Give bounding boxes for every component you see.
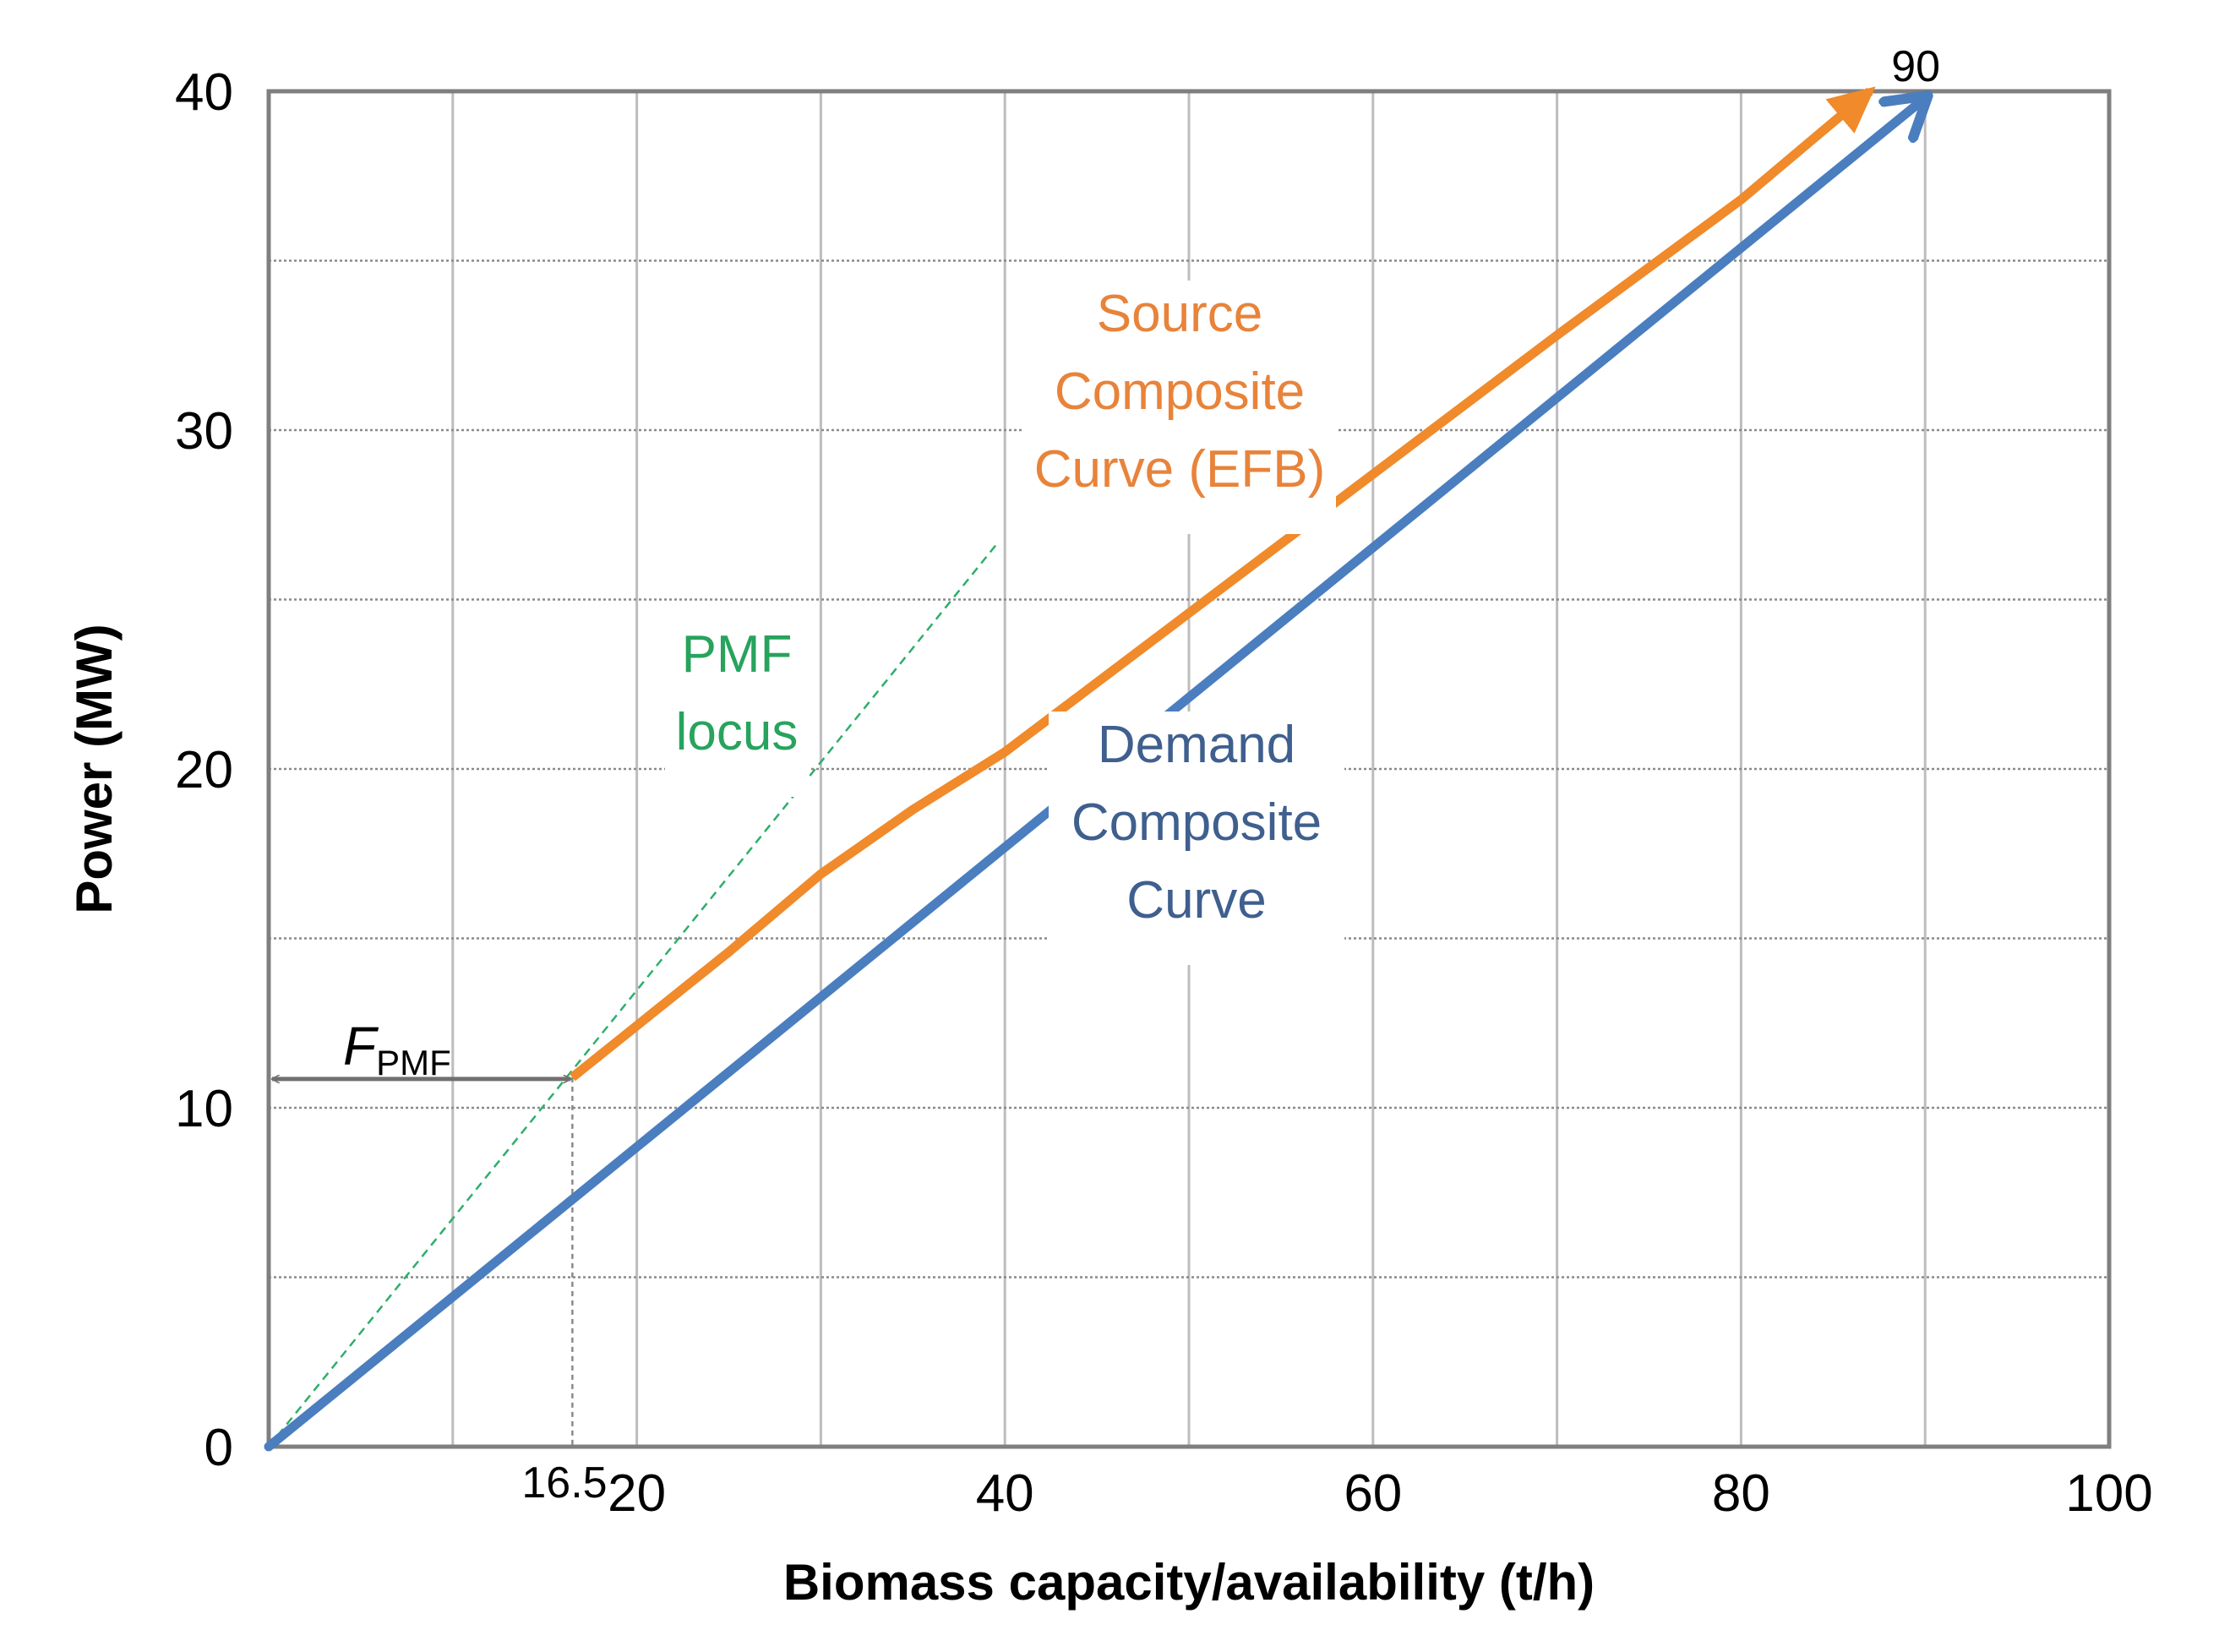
source-curve-label-bg <box>1023 281 1336 534</box>
x-tick-label: 100 <box>2065 1464 2152 1523</box>
plot-frame <box>266 89 2112 1449</box>
source-curve-label-line: Curve (EFB) <box>1034 440 1325 499</box>
y-axis-title: Power (MW) <box>66 624 123 913</box>
y-tick-label: 30 <box>175 402 233 461</box>
pmf-locus-line <box>268 544 997 1448</box>
y-tick-label: 40 <box>175 63 233 122</box>
fpmf-label-sub: PMF <box>376 1043 451 1082</box>
source-curve-label-line: Source <box>1097 285 1262 343</box>
y-tick-label: 0 <box>204 1419 233 1477</box>
x-axis-title: Biomass capacity/availability (t/h) <box>783 1554 1595 1611</box>
pmf-locus-label-bg <box>665 621 809 797</box>
pmf-x-value-label: 16.5 <box>521 1458 607 1508</box>
demand-curve-label-line: Composite <box>1071 793 1322 852</box>
demand-curve-label-bg <box>1049 712 1344 965</box>
pmf-locus-label-line: locus <box>676 703 799 761</box>
x-tick-label: 40 <box>976 1464 1034 1523</box>
source-composite-curve <box>569 86 1876 1082</box>
pmf-locus-label-line: PMF <box>682 625 793 684</box>
y-tick-label: 20 <box>175 741 233 799</box>
x-tick-label: 80 <box>1712 1464 1770 1523</box>
source-curve-label-line: Composite <box>1055 363 1305 421</box>
fpmf-label: FPMF <box>343 1016 451 1082</box>
end-x-value-label: 90 <box>1891 42 1940 91</box>
fpmf-label-main: F <box>343 1016 379 1077</box>
y-tick-label: 10 <box>175 1080 233 1138</box>
demand-curve-label-line: Demand <box>1098 716 1295 774</box>
x-tick-label: 20 <box>608 1464 666 1523</box>
x-tick-label: 60 <box>1344 1464 1402 1523</box>
demand-curve-label-line: Curve <box>1126 871 1266 930</box>
